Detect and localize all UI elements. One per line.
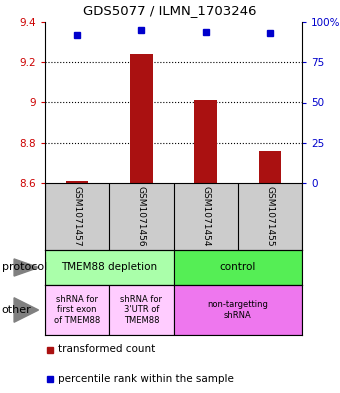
Text: other: other: [2, 305, 31, 315]
Text: shRNA for
3'UTR of
TMEM88: shRNA for 3'UTR of TMEM88: [120, 295, 163, 325]
Text: percentile rank within the sample: percentile rank within the sample: [58, 373, 234, 384]
Bar: [45, 285, 109, 335]
Text: GDS5077 / ILMN_1703246: GDS5077 / ILMN_1703246: [83, 4, 257, 18]
Text: GSM1071457: GSM1071457: [73, 186, 82, 247]
Text: GSM1071454: GSM1071454: [201, 186, 210, 247]
Bar: [130, 54, 153, 183]
Bar: [45, 250, 173, 285]
Text: non-targetting
shRNA: non-targetting shRNA: [207, 300, 268, 320]
Polygon shape: [14, 298, 38, 322]
Bar: [173, 285, 302, 335]
Bar: [109, 285, 173, 335]
Text: GSM1071456: GSM1071456: [137, 186, 146, 247]
Text: control: control: [220, 263, 256, 272]
Polygon shape: [14, 259, 38, 276]
Bar: [66, 181, 88, 183]
Text: TMEM88 depletion: TMEM88 depletion: [61, 263, 157, 272]
Bar: [194, 101, 217, 183]
Text: shRNA for
first exon
of TMEM88: shRNA for first exon of TMEM88: [54, 295, 100, 325]
Text: protocol: protocol: [2, 263, 47, 272]
Text: GSM1071455: GSM1071455: [266, 186, 274, 247]
Bar: [173, 250, 302, 285]
Bar: [259, 151, 281, 183]
Text: transformed count: transformed count: [58, 345, 155, 354]
